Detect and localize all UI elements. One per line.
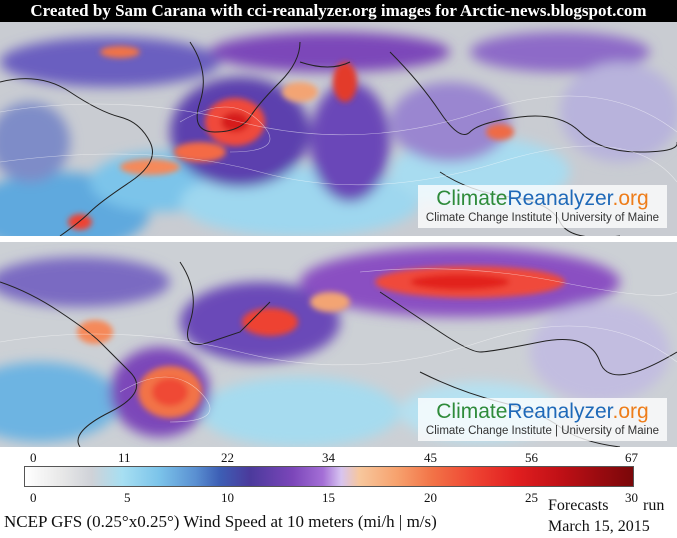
- watermark-subtitle: Climate Change Institute | University of…: [425, 212, 659, 224]
- mph-tick: 34: [322, 450, 335, 465]
- ms-tick: 15: [322, 490, 335, 505]
- mph-tick: 11: [118, 450, 131, 465]
- mph-tick: 67: [625, 450, 638, 465]
- ms-tick: 25: [525, 490, 538, 505]
- ms-tick: 20: [424, 490, 437, 505]
- mph-tick: 45: [424, 450, 437, 465]
- wind-map-forecast-1: ClimateReanalyzer.org Climate Change Ins…: [0, 22, 677, 236]
- climate-reanalyzer-watermark: ClimateReanalyzer.org Climate Change Ins…: [417, 398, 667, 441]
- forecasts-label: Forecasts: [548, 497, 609, 514]
- run-label: run: [643, 497, 665, 514]
- credit-banner: Created by Sam Carana with cci-reanalyze…: [0, 0, 677, 22]
- ms-tick: 10: [221, 490, 234, 505]
- climate-reanalyzer-watermark: ClimateReanalyzer.org Climate Change Ins…: [417, 185, 667, 228]
- map-separator: [0, 236, 677, 242]
- mph-tick: 0: [30, 450, 37, 465]
- mph-tick: 22: [221, 450, 234, 465]
- wind-map-forecast-2: ClimateReanalyzer.org Climate Change Ins…: [0, 242, 677, 447]
- climate-reanalyzer-logo: ClimateReanalyzer.org: [436, 400, 649, 423]
- ms-tick: 30: [625, 490, 638, 505]
- watermark-subtitle: Climate Change Institute | University of…: [425, 425, 659, 437]
- climate-reanalyzer-logo: ClimateReanalyzer.org: [436, 187, 649, 210]
- wind-field-image-1: [0, 22, 677, 236]
- run-date: March 15, 2015: [548, 518, 650, 535]
- mph-tick: 56: [525, 450, 538, 465]
- product-description: NCEP GFS (0.25°x0.25°) Wind Speed at 10 …: [4, 512, 437, 531]
- wind-speed-colorbar: [24, 466, 634, 487]
- ms-tick: 0: [30, 490, 37, 505]
- ms-tick: 5: [124, 490, 131, 505]
